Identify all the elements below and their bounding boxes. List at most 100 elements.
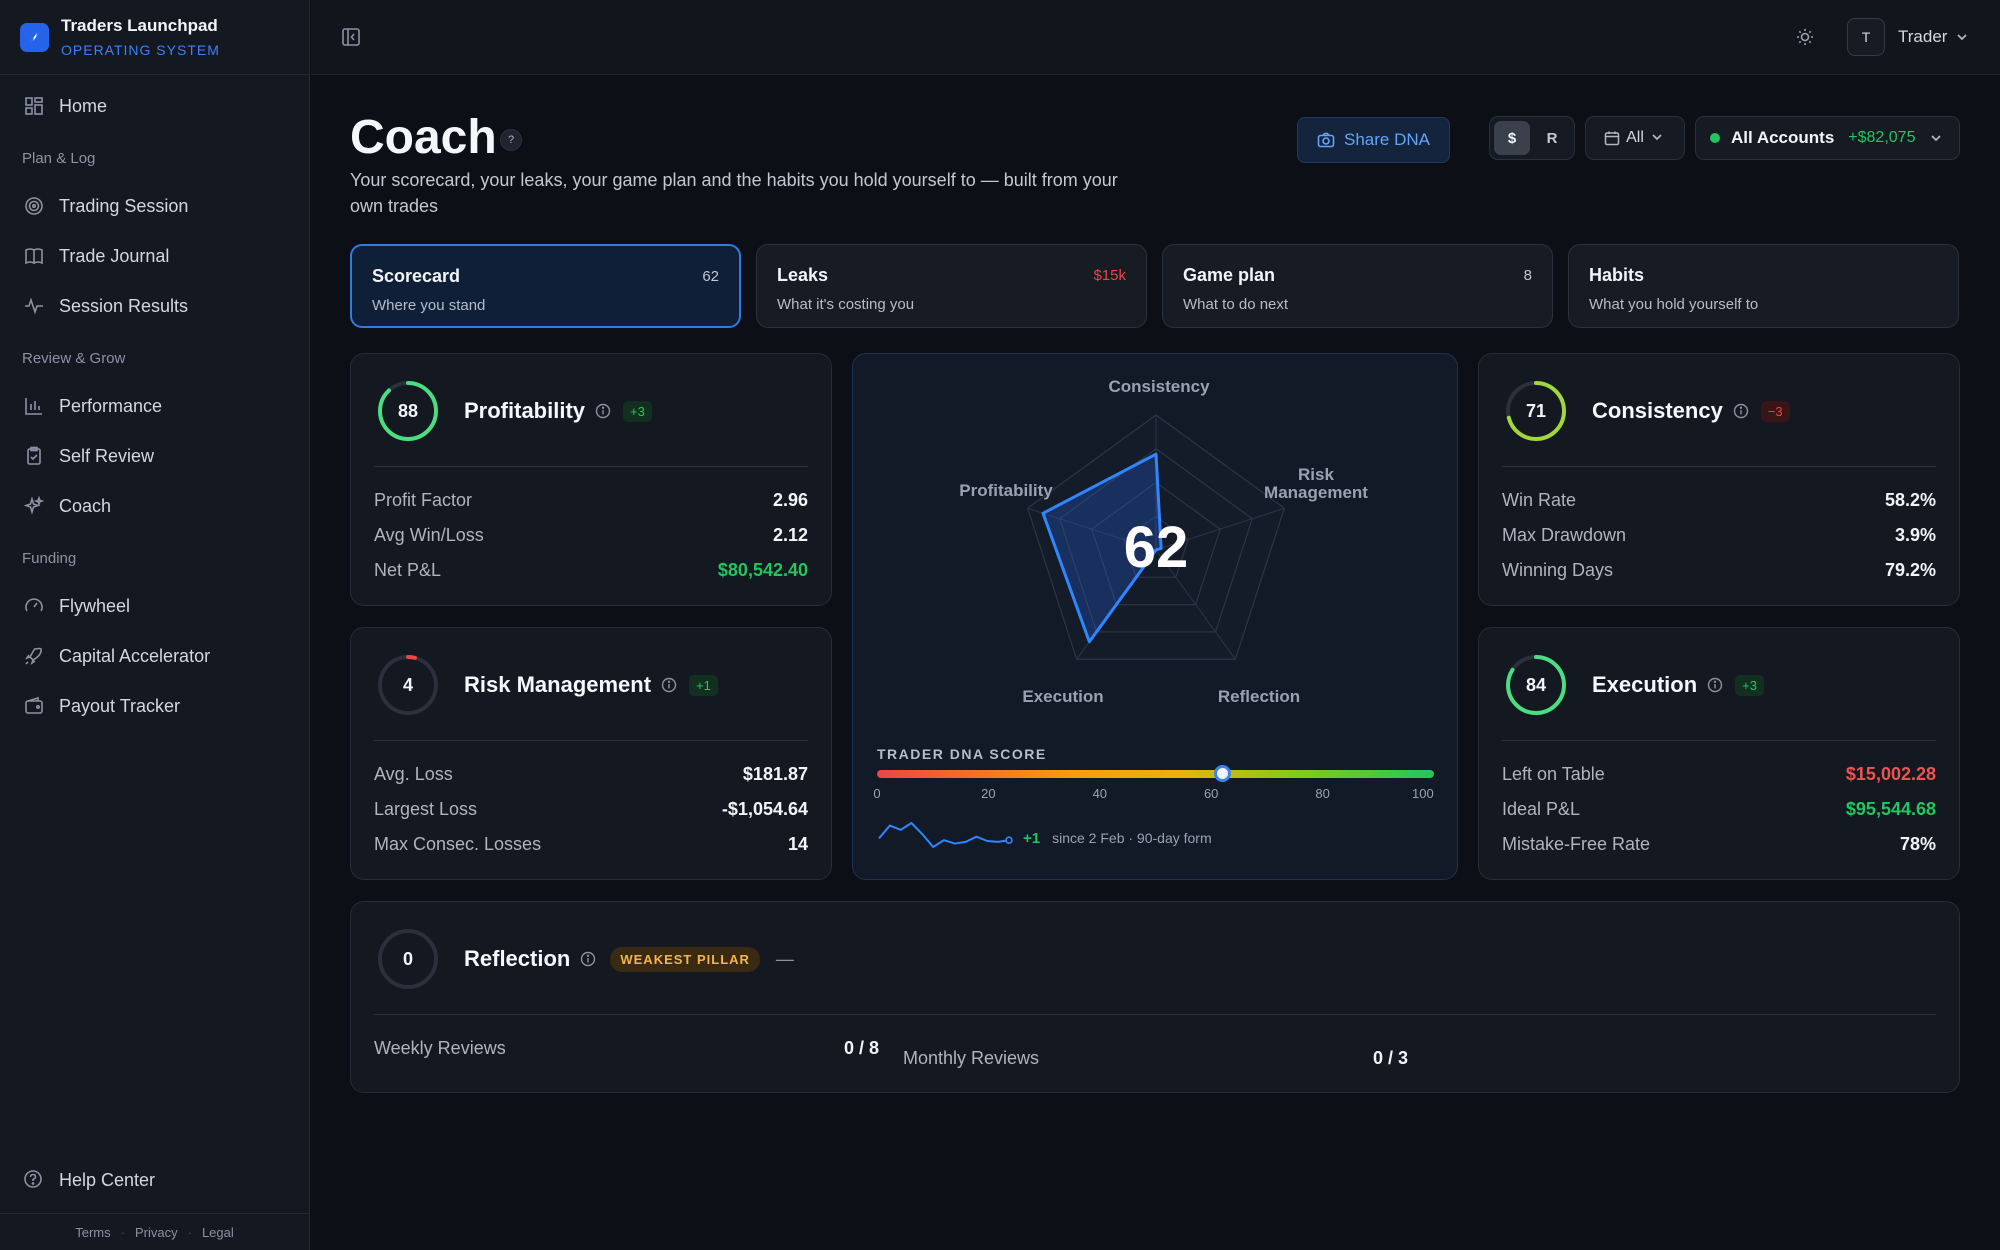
sidebar-item-trade-journal[interactable]: Trade Journal (0, 231, 309, 281)
ring-progress (378, 655, 438, 715)
sidebar-section-review: Review & Grow (22, 349, 126, 367)
tab-leaks[interactable]: Leaks What it's costing you $15k (756, 244, 1147, 328)
help-icon[interactable]: ? (500, 129, 522, 151)
unit-r-option[interactable]: R (1546, 129, 1558, 147)
privacy-link[interactable]: Privacy (134, 1224, 178, 1240)
metric-label: Profit Factor (374, 490, 473, 510)
info-icon[interactable] (661, 677, 677, 693)
info-icon[interactable] (595, 403, 611, 419)
metric-label: Left on Table (1502, 764, 1605, 784)
brand-title: Traders Launchpad (61, 16, 218, 35)
metric-label: Win Rate (1502, 490, 1577, 510)
sidebar-item-session-results[interactable]: Session Results (0, 281, 309, 331)
pillar-card-profitability[interactable]: 88 Profitability +3 Profit Factor 2.96 Av… (350, 353, 832, 606)
dna-scale: 0 20 40 60 80 100 (873, 786, 1434, 804)
metric-label: Avg Win/Loss (374, 525, 484, 545)
metric-row-inner: Monthly Reviews 0 / 3 (903, 1048, 1408, 1083)
tab-game-plan[interactable]: Game plan What to do next 8 (1162, 244, 1553, 328)
share-dna-button[interactable]: Share DNA (1297, 117, 1450, 163)
ring-progress (1506, 655, 1566, 715)
divider (374, 466, 808, 467)
dna-score-label: TRADER DNA SCORE (877, 746, 1047, 762)
tab-title: Scorecard (372, 266, 461, 286)
sidebar-item-label: Trading Session (59, 195, 189, 216)
theme-toggle-sun-icon[interactable] (1794, 26, 1816, 48)
sidebar-item-label: Self Review (59, 445, 155, 466)
chevron-down-icon (1955, 30, 1969, 44)
terms-link[interactable]: Terms (75, 1224, 111, 1240)
user-menu[interactable]: T Trader (1847, 18, 1969, 56)
score-value: 88 (397, 400, 419, 421)
scale-tick: 80 (1315, 786, 1330, 801)
sidebar-item-help-center[interactable]: Help Center (0, 1155, 309, 1205)
tab-scorecard[interactable]: Scorecard Where you stand 62 (350, 244, 741, 328)
topbar: T Trader (311, 0, 2000, 75)
info-icon[interactable] (1707, 677, 1723, 693)
sidebar-section-plan: Plan & Log (22, 149, 96, 167)
radar-grid-ring (1059, 448, 1253, 633)
score-ring: 0 (377, 928, 439, 990)
dna-score-bar (877, 765, 1434, 782)
sidebar-item-coach[interactable]: Coach (0, 481, 309, 531)
help-circle-icon (23, 1169, 45, 1191)
metric-value: 2.12 (772, 525, 808, 545)
weakest-pillar-badge: WEAKEST PILLAR (610, 946, 760, 972)
pillar-title-row: Risk Management +1 (464, 672, 718, 698)
sparkline-end-dot (1005, 836, 1013, 844)
sidebar-item-home[interactable]: Home (0, 81, 309, 131)
pillar-card-consistency[interactable]: 71 Consistency −3 Win Rate 58.2% Max Draw… (1478, 353, 1960, 606)
date-range-select[interactable]: All (1585, 116, 1685, 160)
metric-row: Avg Win/Loss 2.12 (374, 525, 808, 560)
page-description: Your scorecard, your leaks, your game pl… (350, 170, 1118, 216)
metric-list: Avg. Loss $181.87 Largest Loss -$1,054.64 … (374, 764, 808, 869)
pillar-card-reflection[interactable]: 0 Reflection WEAKEST PILLAR — Weekly Rev… (350, 901, 1960, 1093)
metric-value: 2.96 (772, 490, 808, 510)
pillar-title: Reflection (464, 946, 571, 971)
trader-dna-card[interactable]: Consistency Risk Management Reflection E… (852, 353, 1458, 880)
pillar-card-risk-management[interactable]: 4 Risk Management +1 Avg. Loss $181.87 La… (350, 627, 832, 880)
bar-chart-icon (23, 395, 45, 417)
ring-progress (1506, 381, 1566, 441)
sidebar-collapse-icon[interactable] (340, 26, 362, 48)
gauge-icon (23, 595, 45, 617)
sidebar-item-trading-session[interactable]: Trading Session (0, 181, 309, 231)
sidebar-item-label: Performance (59, 395, 163, 416)
sidebar-item-self-review[interactable]: Self Review (0, 431, 309, 481)
pillar-title: Risk Management (464, 672, 652, 697)
separator-dot: · (187, 1224, 192, 1240)
info-icon[interactable] (580, 951, 596, 967)
scale-tick: 100 (1412, 786, 1434, 801)
metric-list: Profit Factor 2.96 Avg Win/Loss 2.12 Net P… (374, 490, 808, 595)
pillar-card-execution[interactable]: 84 Execution +3 Left on Table $15,002.28 … (1478, 627, 1960, 880)
sidebar-item-performance[interactable]: Performance (0, 381, 309, 431)
legal-link[interactable]: Legal (201, 1224, 234, 1240)
delta-empty: — (775, 948, 794, 969)
tab-habits[interactable]: Habits What you hold yourself to (1568, 244, 1959, 328)
radar-axis-label: Profitability (959, 481, 1053, 500)
pillar-title-row: Profitability +3 (464, 398, 652, 424)
camera-icon (1317, 131, 1335, 149)
sidebar-item-capital-accelerator[interactable]: Capital Accelerator (0, 631, 309, 681)
sparkline-path (878, 822, 1010, 848)
scale-tick: 0 (873, 786, 881, 801)
metric-list: Win Rate 58.2% Max Drawdown 3.9% Winning D… (1502, 490, 1936, 595)
tab-subtitle: What you hold yourself to (1589, 296, 1759, 313)
sidebar-item-payout-tracker[interactable]: Payout Tracker (0, 681, 309, 731)
sidebar-nav: Home Plan & Log Trading Session Trade Jo… (0, 75, 309, 731)
brand[interactable]: Traders Launchpad OPERATING SYSTEM (0, 0, 309, 75)
info-icon[interactable] (1733, 403, 1749, 419)
account-select[interactable]: All Accounts +$82,075 (1695, 116, 1960, 160)
unit-dollar-option[interactable]: $ (1494, 121, 1530, 155)
metric-value: 14 (787, 834, 808, 854)
metric-row: Max Drawdown 3.9% (1502, 525, 1936, 560)
scale-tick: 20 (981, 786, 996, 801)
account-label: All Accounts (1731, 128, 1835, 147)
metric-value: 78% (1899, 834, 1936, 854)
sidebar-item-flywheel[interactable]: Flywheel (0, 581, 309, 631)
metric-row: Ideal P&L $95,544.68 (1502, 799, 1936, 834)
score-ring: 4 (377, 654, 439, 716)
metric-label: Max Consec. Losses (374, 834, 542, 854)
sidebar-item-label: Coach (59, 495, 112, 516)
avatar: T (1847, 18, 1885, 56)
activity-icon (23, 295, 45, 317)
